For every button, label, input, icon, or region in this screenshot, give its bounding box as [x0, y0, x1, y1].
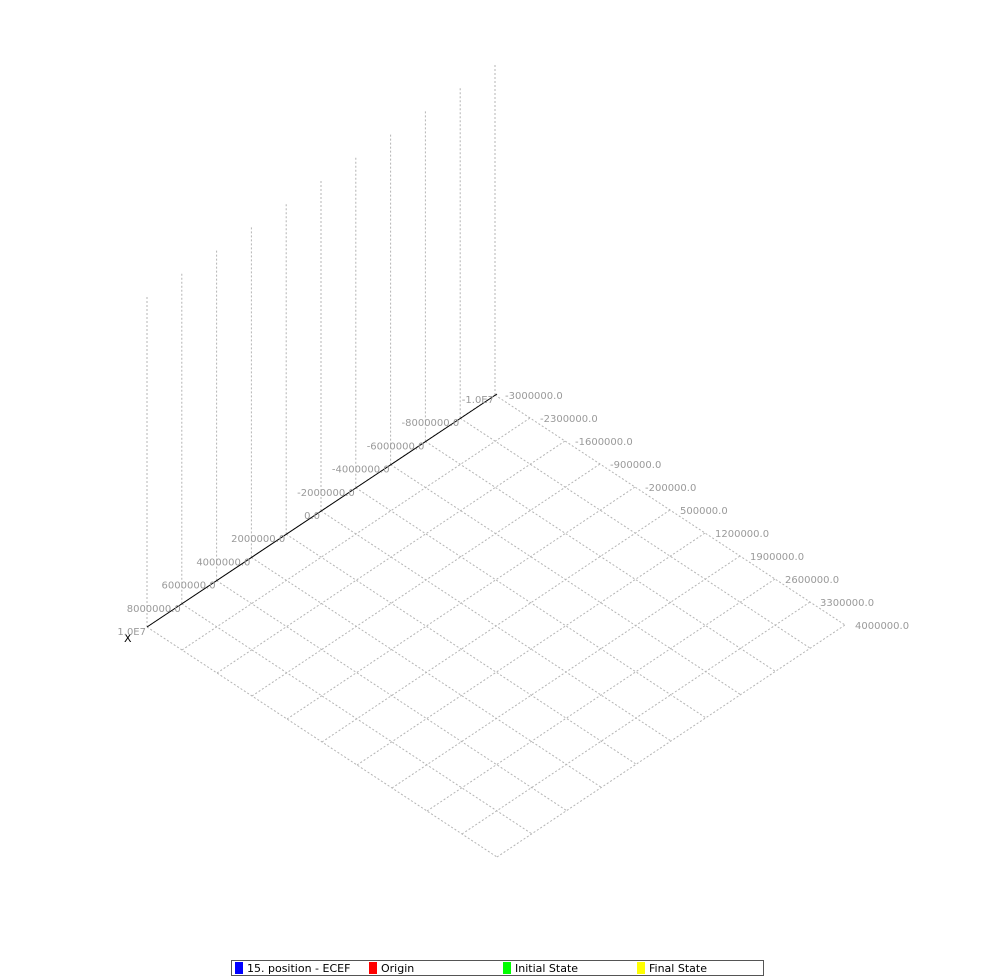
x-tick-label-0: 1.0E7 [117, 627, 146, 638]
floor-grid-line-y-7 [391, 555, 741, 789]
legend-item-initial-state: Initial State [503, 961, 578, 975]
x-tick-label-2: 6000000.0 [162, 581, 216, 592]
legend-swatch-position-ecef [235, 962, 243, 974]
floor-grid-line-y-2 [216, 440, 566, 674]
y-tick-label-7: 1900000.0 [750, 552, 804, 563]
floor-grid-line-x-10 [494, 394, 846, 626]
y-tick-label-3: -900000.0 [610, 460, 661, 471]
floor-grid-line-x-4 [285, 533, 637, 765]
vertical-grid [146, 65, 496, 627]
floor-grid-line-y-4 [286, 486, 636, 720]
x-tick-labels: 1.0E7 8000000.0 6000000.0 4000000.0 2000000.… [117, 395, 494, 638]
x-axis-label: X [124, 632, 132, 645]
legend-swatch-initial-state [503, 962, 511, 974]
plot-area: X 1.0E7 8000000.0 6000000.0 4000000.0 200000… [117, 65, 909, 858]
floor-grid-line-y-3 [251, 463, 601, 697]
legend-label-final-state: Final State [649, 961, 707, 975]
legend-swatch-final-state [637, 962, 645, 974]
floor-grid-line-y-6 [356, 532, 706, 766]
legend-label-initial-state: Initial State [515, 961, 579, 975]
floor-grid-line-x-2 [216, 580, 567, 812]
x-tick-label-3: 4000000.0 [196, 557, 250, 568]
x-tick-label-5: 0.0 [304, 511, 320, 522]
x-tick-label-7: -4000000.0 [332, 465, 390, 476]
legend-label-position-ecef: 15. position - ECEF [247, 961, 351, 975]
y-tick-label-1: -2300000.0 [540, 414, 598, 425]
y-tick-label-9: 3300000.0 [820, 598, 874, 609]
legend-label-origin: Origin [381, 961, 415, 975]
x-tick-label-4: 2000000.0 [231, 534, 285, 545]
x-tick-label-10: -1.0E7 [462, 395, 494, 406]
x-axis-line [146, 393, 498, 628]
legend-swatch-origin [369, 962, 377, 974]
floor-grid-line-y-8 [426, 578, 776, 812]
floor-grid-line-x-6 [355, 487, 707, 719]
floor-grid-line-y-10 [496, 624, 846, 858]
legend-item-final-state: Final State [637, 961, 707, 975]
y-tick-label-5: 500000.0 [680, 506, 728, 517]
legend-item-origin: Origin [369, 961, 414, 975]
floor-grid-line-y-1 [181, 417, 531, 651]
floor-grid-line-y-5 [321, 509, 671, 743]
x-tick-label-9: -8000000.0 [402, 418, 460, 429]
y-tick-label-6: 1200000.0 [715, 529, 769, 540]
y-tick-label-2: -1600000.0 [575, 437, 633, 448]
y-tick-label-0: -3000000.0 [505, 391, 563, 402]
x-tick-label-6: -2000000.0 [297, 488, 355, 499]
x-tick-label-8: -6000000.0 [367, 441, 425, 452]
floor-grid-line-y-9 [461, 601, 811, 835]
y-tick-labels: -3000000.0 -2300000.0 -1600000.0 -900000.0 -… [505, 391, 909, 632]
legend: 15. position - ECEF Origin Initial State… [231, 960, 764, 976]
x-tick-label-1: 8000000.0 [127, 604, 181, 615]
y-tick-label-4: -200000.0 [645, 483, 696, 494]
y-tick-label-8: 2600000.0 [785, 575, 839, 586]
y-tick-label-10: 4000000.0 [855, 621, 909, 632]
legend-item-position-ecef: 15. position - ECEF [235, 961, 350, 975]
floor-grid-line-x-8 [425, 440, 776, 672]
